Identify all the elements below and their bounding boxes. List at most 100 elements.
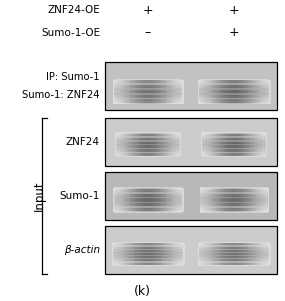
Bar [268, 243, 271, 265]
Bar [116, 135, 180, 136]
Bar [114, 80, 182, 81]
Bar [114, 101, 182, 102]
Bar [119, 243, 121, 265]
Bar [112, 243, 114, 265]
Bar [113, 264, 183, 265]
Bar [212, 80, 215, 104]
Bar [245, 243, 247, 265]
Bar [201, 188, 203, 212]
Bar [199, 260, 269, 261]
Bar [137, 188, 140, 212]
Bar [105, 118, 277, 166]
Bar [236, 188, 238, 212]
Bar [139, 243, 141, 265]
Bar [199, 253, 269, 254]
Bar [200, 191, 268, 192]
Bar [239, 133, 241, 156]
Bar [127, 133, 129, 156]
Text: IP: Sumo-1: IP: Sumo-1 [46, 72, 100, 82]
Bar [236, 133, 238, 156]
Bar [202, 152, 266, 153]
Bar [130, 188, 133, 212]
Bar [113, 244, 183, 245]
Bar [199, 86, 269, 87]
Bar [113, 261, 183, 262]
Bar [199, 88, 269, 89]
Bar [199, 264, 269, 265]
Bar [159, 80, 161, 104]
Bar [265, 80, 267, 104]
Bar [236, 80, 238, 104]
Bar [211, 243, 213, 265]
Text: Sumo-1: Sumo-1 [60, 191, 100, 201]
Bar [199, 97, 269, 98]
Bar [222, 188, 224, 212]
Bar [138, 133, 140, 156]
Bar [200, 211, 268, 213]
Bar [238, 243, 240, 265]
Bar [161, 243, 163, 265]
Bar [226, 133, 228, 156]
Bar [132, 243, 134, 265]
Bar [145, 133, 147, 156]
Bar [134, 188, 136, 212]
Bar [250, 243, 253, 265]
Bar [166, 188, 168, 212]
Bar [113, 188, 115, 212]
Bar [143, 133, 145, 156]
Bar [200, 209, 268, 210]
Bar [114, 91, 182, 92]
Bar [114, 96, 182, 97]
Bar [174, 133, 176, 156]
Bar [224, 133, 226, 156]
Bar [199, 80, 269, 81]
Bar [248, 188, 250, 212]
Bar [153, 243, 156, 265]
Bar [236, 243, 238, 265]
Bar [223, 133, 225, 156]
Bar [152, 188, 154, 212]
Bar [202, 139, 266, 140]
Bar [166, 133, 168, 156]
Bar [166, 80, 168, 104]
Bar [114, 88, 182, 90]
Bar [113, 248, 183, 249]
Bar [216, 80, 218, 104]
Bar [199, 89, 269, 90]
Bar [113, 249, 183, 250]
Bar [169, 80, 171, 104]
Bar [202, 132, 266, 134]
Bar [259, 80, 262, 104]
Bar [202, 140, 266, 141]
Bar [249, 133, 251, 156]
Bar [199, 254, 269, 255]
Bar [266, 80, 269, 104]
Bar [159, 243, 161, 265]
Bar [113, 243, 183, 244]
Bar [237, 188, 240, 212]
Text: Sumo-1: ZNF24: Sumo-1: ZNF24 [23, 90, 100, 100]
Bar [134, 80, 136, 104]
Bar [221, 133, 223, 156]
Bar [203, 243, 205, 265]
Text: +: + [229, 26, 239, 39]
Bar [200, 194, 268, 195]
Bar [200, 188, 202, 212]
Bar [114, 83, 182, 84]
Bar [114, 197, 182, 198]
Bar [246, 188, 248, 212]
Bar [114, 102, 182, 103]
Bar [201, 243, 204, 265]
Bar [120, 133, 122, 156]
Bar [232, 80, 235, 104]
Bar [105, 226, 277, 274]
Bar [148, 188, 150, 212]
Bar [158, 133, 160, 156]
Bar [199, 92, 269, 93]
Bar [207, 243, 209, 265]
Bar [115, 133, 117, 156]
Bar [202, 136, 266, 138]
Bar [132, 133, 134, 156]
Bar [116, 147, 180, 148]
Bar [114, 207, 182, 208]
